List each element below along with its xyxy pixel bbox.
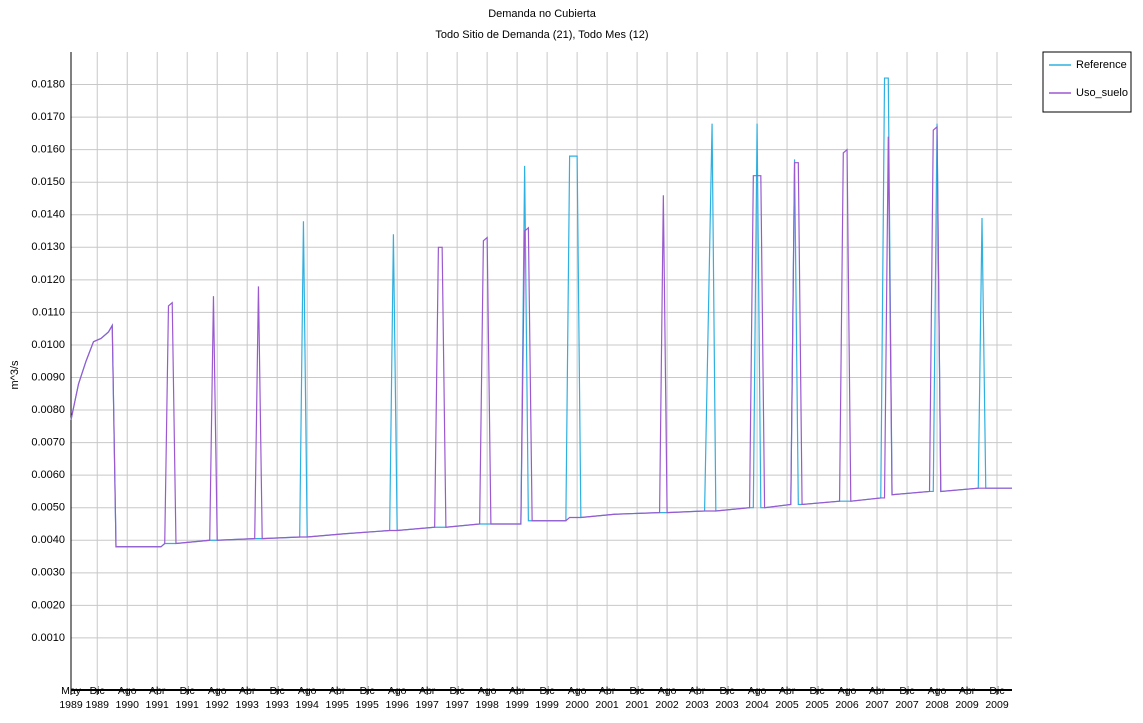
x-tick-label: Abr 2009 — [955, 685, 979, 711]
y-tick-label: 0.0060 — [31, 469, 65, 481]
y-tick-label: 0.0120 — [31, 274, 65, 286]
x-tick-label: Dic 2007 — [895, 685, 919, 711]
legend-box — [1042, 51, 1132, 113]
y-tick-label: 0.0040 — [31, 534, 65, 546]
y-tick-label: 0.0170 — [31, 111, 65, 123]
y-tick-label: 0.0020 — [31, 599, 65, 611]
x-tick-label: Dic 1993 — [265, 685, 289, 711]
series-line — [70, 125, 1012, 548]
x-tick-label: Ago 2000 — [565, 685, 589, 711]
y-tick-label: 0.0010 — [31, 632, 65, 644]
x-tick-label: Ago 1998 — [475, 685, 499, 711]
x-tick-label: Dic 1997 — [445, 685, 469, 711]
x-tick-label: Dic 1991 — [175, 685, 199, 711]
x-tick-label: Ago 2004 — [745, 685, 769, 711]
x-tick-label: Abr 2003 — [685, 685, 709, 711]
y-tick-label: 0.0070 — [31, 437, 65, 449]
legend-label: Uso_suelo — [1076, 87, 1128, 99]
x-tick-label: Abr 2007 — [865, 685, 889, 711]
x-tick-label: Ago 2008 — [925, 685, 949, 711]
x-tick-label: Dic 1989 — [85, 685, 109, 711]
y-tick-label: 0.0030 — [31, 567, 65, 579]
x-tick-label: Abr 1999 — [505, 685, 529, 711]
x-tick-label: Dic 2001 — [625, 685, 649, 711]
y-axis-label: m^3/s — [9, 360, 21, 389]
y-tick-label: 0.0180 — [31, 78, 65, 90]
x-tick-label: Dic 1995 — [355, 685, 379, 711]
chart-subtitle: Todo Sitio de Demanda (21), Todo Mes (12… — [435, 29, 648, 41]
x-tick-label: Dic 2009 — [985, 685, 1009, 711]
y-tick-label: 0.0090 — [31, 371, 65, 383]
y-tick-label: 0.0130 — [31, 241, 65, 253]
legend-label: Reference — [1076, 59, 1127, 71]
x-tick-label: Abr 1995 — [325, 685, 349, 711]
x-tick-label: May 1989 — [59, 685, 83, 711]
x-tick-label: Abr 1997 — [415, 685, 439, 711]
chart-title: Demanda no Cubierta — [488, 8, 597, 20]
x-tick-label: Ago 2006 — [835, 685, 859, 711]
y-tick-label: 0.0140 — [31, 209, 65, 221]
y-tick-label: 0.0080 — [31, 404, 65, 416]
x-tick-label: Ago 2002 — [655, 685, 679, 711]
x-tick-label: Abr 1991 — [145, 685, 169, 711]
x-tick-label: Abr 2001 — [595, 685, 619, 711]
x-tick-label: Dic 1999 — [535, 685, 559, 711]
x-tick-label: Ago 1994 — [295, 685, 319, 711]
x-tick-label: Ago 1996 — [385, 685, 409, 711]
x-tick-label: Ago 1990 — [115, 685, 139, 711]
x-tick-label: Ago 1992 — [205, 685, 229, 711]
x-tick-label: Abr 2005 — [775, 685, 799, 711]
y-tick-label: 0.0100 — [31, 339, 65, 351]
y-tick-label: 0.0150 — [31, 176, 65, 188]
x-tick-label: Abr 1993 — [235, 685, 259, 711]
y-tick-label: 0.0160 — [31, 144, 65, 156]
x-tick-label: Dic 2003 — [715, 685, 739, 711]
x-tick-label: Dic 2005 — [805, 685, 829, 711]
y-tick-label: 0.0110 — [32, 306, 65, 318]
y-tick-label: 0.0050 — [31, 502, 65, 514]
